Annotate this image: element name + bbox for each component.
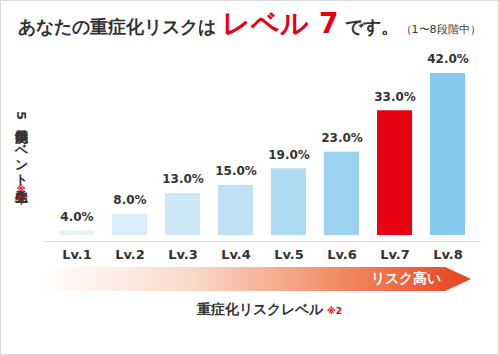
svg-text:42.0%: 42.0%: [427, 52, 469, 66]
html-text:リスク高い: リスク高い: [371, 270, 441, 286]
svg-text:Lv.2: Lv.2: [115, 247, 145, 262]
svg-text:Lv.4: Lv.4: [221, 247, 251, 262]
html-text:あなたの重症化リスクは レベル 7 です。（1〜8段階中）: あなたの重症化リスクは レベル 7 です。（1〜8段階中）: [18, 7, 481, 40]
svg-text:Lv.7: Lv.7: [380, 247, 410, 262]
svg-text:Lv.6: Lv.6: [327, 247, 357, 262]
svg-text:33.0%: 33.0%: [374, 90, 416, 104]
svg-text:4.0%: 4.0%: [60, 210, 93, 224]
svg-text:19.0%: 19.0%: [268, 148, 310, 162]
html-text:重症化リスクレベル ※2: 重症化リスクレベル ※2: [197, 301, 342, 317]
html-text:※1: ※1: [16, 184, 26, 201]
svg-text:Lv.3: Lv.3: [168, 247, 198, 262]
html-text:5年以内予測イベント発生率: 5年以内予測イベント発生率: [14, 111, 29, 181]
svg-text:15.0%: 15.0%: [215, 164, 257, 178]
svg-text:Lv.1: Lv.1: [62, 247, 92, 262]
svg-text:8.0%: 8.0%: [113, 193, 146, 207]
svg-text:23.0%: 23.0%: [321, 131, 363, 145]
svg-text:Lv.8: Lv.8: [433, 247, 463, 262]
svg-text:Lv.5: Lv.5: [274, 247, 304, 262]
svg-text:13.0%: 13.0%: [162, 172, 204, 186]
